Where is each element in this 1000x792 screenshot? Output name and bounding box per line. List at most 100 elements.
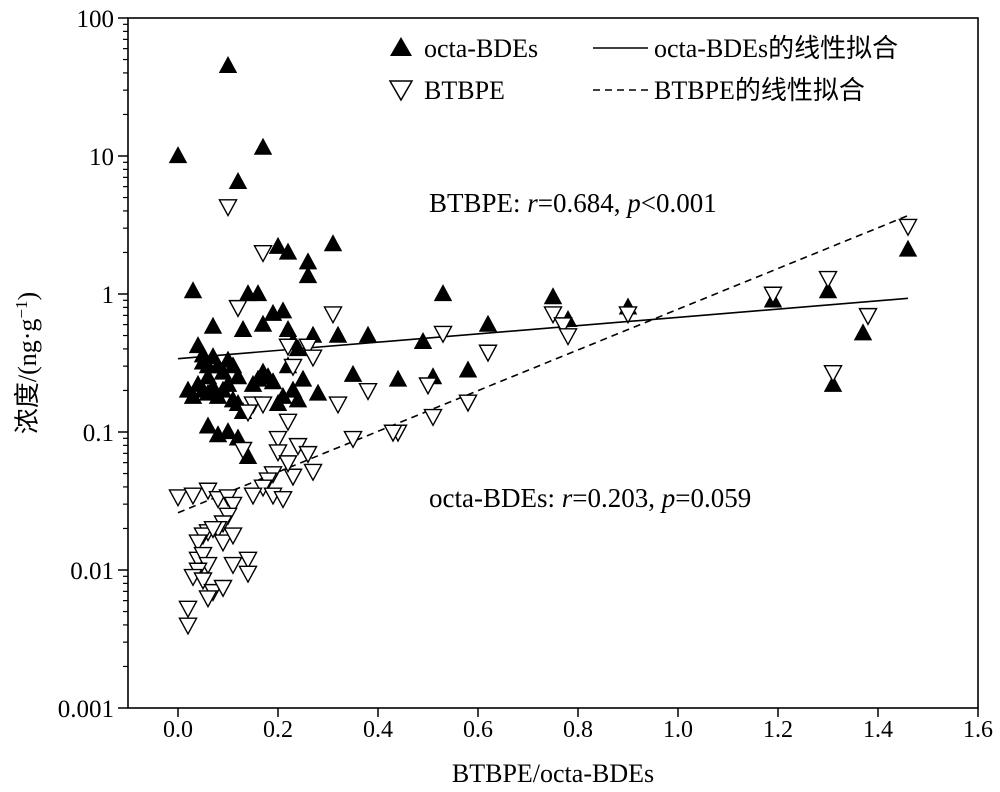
btbpe-stat-r-value: =0.684, xyxy=(538,188,627,218)
x-tick-label: 0.6 xyxy=(463,717,493,743)
btbpe-point xyxy=(203,521,223,539)
y-axis-label-close: ) xyxy=(13,292,42,301)
btbpe-point xyxy=(198,590,218,609)
octa-bdes-point xyxy=(253,314,273,332)
octa-bdes-point xyxy=(218,374,238,392)
legend-btbpe-marker xyxy=(388,80,414,102)
octa-bdes-point xyxy=(433,284,453,302)
btbpe-stat-r: r xyxy=(527,188,538,218)
octa-bdes-point xyxy=(198,416,218,434)
btbpe-point xyxy=(433,325,453,344)
btbpe-point xyxy=(223,556,243,575)
y-tick-label: 0.001 xyxy=(58,696,114,723)
y-tick-label: 0.01 xyxy=(70,558,114,585)
btbpe-point xyxy=(268,444,288,463)
octa-bdes-point xyxy=(898,239,918,257)
btbpe-point xyxy=(278,413,298,432)
btbpe-point xyxy=(268,430,288,449)
btbpe-point xyxy=(183,487,203,506)
btbpe-point xyxy=(823,365,843,383)
octa-stat-p: p xyxy=(660,483,676,513)
btbpe-point xyxy=(243,487,263,506)
octa-bdes-point xyxy=(343,364,363,382)
octa-bdes-point xyxy=(298,266,318,284)
octa-bdes-point xyxy=(253,137,273,155)
btbpe-stat-p-value: <0.001 xyxy=(641,188,717,218)
btbpe-point xyxy=(303,463,323,482)
btbpe-point xyxy=(228,299,248,318)
octa-bdes-point xyxy=(853,323,873,341)
octa-bdes-point xyxy=(323,234,343,252)
octa-bdes-point xyxy=(248,284,268,302)
x-tick-label: 1.0 xyxy=(663,717,693,743)
octa-stat-r-value: =0.203, xyxy=(572,483,661,513)
x-tick-label: 0.0 xyxy=(163,717,193,743)
btbpe-point xyxy=(253,396,273,415)
btbpe-point xyxy=(458,394,478,413)
btbpe-point xyxy=(233,441,253,460)
legend-btbpe-label: BTBPE xyxy=(424,76,505,105)
btbpe-point xyxy=(553,317,573,336)
btbpe-point xyxy=(763,286,783,305)
plot-frame xyxy=(127,17,979,709)
y-tick-label: 100 xyxy=(77,6,115,33)
octa-bdes-point xyxy=(543,287,563,305)
btbpe-point xyxy=(303,349,323,368)
legend-octa-fit-label: octa-BDEs的线性拟合 xyxy=(654,34,898,63)
x-tick-label: 0.8 xyxy=(563,717,593,743)
y-tick-label: 10 xyxy=(89,144,114,171)
btbpe-point xyxy=(818,270,838,289)
y-axis-label: 浓度/(ng·g−1) xyxy=(12,292,43,434)
btbpe-point xyxy=(283,358,303,377)
octa-stat-name: octa-BDEs: xyxy=(429,483,562,513)
legend: octa-BDEs BTBPE octa-BDEs的线性拟合 BTBPE的线性拟… xyxy=(388,34,898,105)
octa-bdes-point xyxy=(478,314,498,332)
octa-bdes-point xyxy=(328,325,348,343)
octa-bdes-point xyxy=(268,236,288,254)
x-tick-label: 1.4 xyxy=(863,717,893,743)
btbpe-point xyxy=(328,396,348,415)
btbpe-point xyxy=(188,534,208,553)
octa-stat-annotation: octa-BDEs: r=0.203, p=0.059 xyxy=(429,483,751,513)
y-axis-label-main: 浓度/(ng·g xyxy=(13,319,42,435)
btbpe-point xyxy=(238,551,258,570)
btbpe-stat-p: p xyxy=(625,188,641,218)
btbpe-point xyxy=(223,496,243,515)
y-axis-label-superscript: −1 xyxy=(12,301,31,319)
octa-bdes-point xyxy=(458,360,478,378)
octa-bdes-point xyxy=(293,369,313,387)
x-axis-label: BTBPE/octa-BDEs xyxy=(452,759,654,788)
btbpe-point xyxy=(558,328,578,347)
octa-bdes-point xyxy=(358,325,378,343)
x-tick-label: 0.2 xyxy=(263,717,293,743)
btbpe-point xyxy=(543,306,563,325)
btbpe-stat-name: BTBPE: xyxy=(429,188,527,218)
octa-bdes-point xyxy=(218,422,238,440)
btbpe-point xyxy=(193,546,213,565)
octa-bdes-point xyxy=(228,367,248,385)
btbpe-point xyxy=(383,424,403,443)
octa-bdes-point xyxy=(198,356,218,374)
octa-bdes-point xyxy=(278,242,298,260)
octa-bdes-point xyxy=(228,171,248,189)
octa-bdes-point xyxy=(183,281,203,299)
octa-bdes-point xyxy=(203,347,223,365)
btbpe-point xyxy=(478,344,498,363)
btbpe-stat-annotation: BTBPE: r=0.684, p<0.001 xyxy=(429,188,717,218)
btbpe-point xyxy=(618,306,638,325)
btbpe-point xyxy=(273,490,293,509)
x-tick-label: 1.2 xyxy=(763,717,793,743)
octa-bdes-point xyxy=(168,146,188,164)
btbpe-point xyxy=(278,338,298,357)
btbpe-point xyxy=(238,565,258,584)
btbpe-point xyxy=(423,408,443,427)
legend-octa-label: octa-BDEs xyxy=(424,34,538,63)
btbpe-point xyxy=(343,430,363,449)
octa-bdes-point xyxy=(818,281,838,299)
y-tick-label: 0.1 xyxy=(83,420,114,447)
btbpe-point xyxy=(323,306,343,325)
btbpe-point xyxy=(178,617,198,636)
octa-bdes-point xyxy=(273,301,293,319)
octa-bdes-point xyxy=(233,319,253,337)
